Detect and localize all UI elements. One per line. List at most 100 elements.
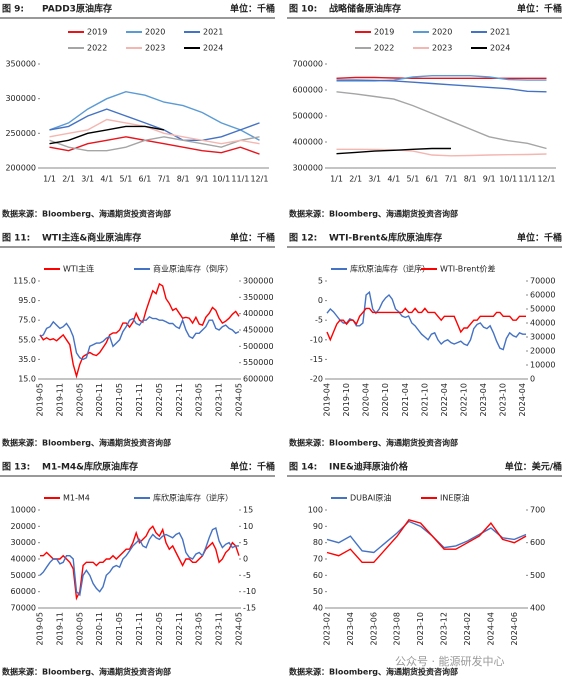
series-line [39,526,239,597]
figure-label: 图 13: [2,462,30,473]
y-tick-label: 30000 [11,538,36,547]
y-tick-label: 90 [313,522,323,531]
x-tick-label: 10/1 [499,175,517,184]
y-tick-label: 700 [530,506,545,515]
source-note: 数据来源：Bloomberg、海通期货投资咨询部 [289,209,458,219]
series-line [336,76,547,79]
x-tick-label: 10/1 [212,175,230,184]
series-line [49,136,260,152]
chart-title: M1-M4&库欣原油库存 [42,461,138,473]
y-tick-label: 40000 [11,555,36,564]
y-tick-label: 10000 [530,361,555,370]
y-tick-label: 0 [530,375,535,384]
legend-label: 2021 [490,28,510,37]
x-tick-label: 2023-02 [323,612,332,645]
x-tick-label: 2021-10 [420,383,429,416]
y-tick-label: 700000 [292,60,323,69]
series-line [336,147,451,155]
y-tick-label: 200000 [5,164,36,173]
series-line [326,307,526,342]
figure-label: 图 12: [289,233,317,244]
y-tick-label: -10 [310,335,323,344]
figure-label: 图 9: [2,4,24,15]
y-tick-label: 300000 [243,277,274,286]
y-tick-label: 10 [243,522,253,531]
y-tick-label: -20 [310,375,323,384]
x-tick-label: 2019-05 [36,612,45,645]
legend-label: WTI-Brent价差 [440,264,496,274]
series-line [336,91,547,150]
x-tick-label: 7/1 [158,175,171,184]
y-tick-label: 40000 [530,319,555,328]
x-tick-label: 5/1 [119,175,132,184]
y-tick-label: -5 [243,571,251,580]
x-tick-label: 2021-11 [135,612,144,645]
y-tick-label: 600000 [243,375,274,384]
x-tick-label: 3/1 [368,175,381,184]
y-tick-label: 80 [313,538,323,547]
source-note: 数据来源：Bloomberg、海通期货投资咨询部 [289,438,458,448]
x-tick-label: 2023-08 [393,612,402,645]
y-tick-label: 500 [530,571,545,580]
x-tick-label: 2021-11 [135,383,144,416]
y-tick-label: 0 [318,296,323,305]
y-tick-label: 450000 [243,326,274,335]
y-tick-label: 20000 [11,522,36,531]
x-tick-label: 2022-05 [155,383,164,416]
x-tick-label: 2019-05 [36,383,45,416]
x-tick-label: 2024-02 [463,612,472,645]
x-tick-label: 11/1 [518,175,536,184]
y-tick-label: 50000 [11,571,36,580]
series-line [49,136,260,155]
legend-label: 2023 [432,44,452,53]
x-tick-label: 12/1 [537,175,555,184]
series-line [326,518,527,563]
x-tick-label: 6/1 [426,175,439,184]
y-tick-label: 350000 [243,293,274,302]
unit-label: 单位：千桶 [230,232,275,244]
series-line [326,520,527,554]
y-tick-label: 15 [243,506,253,515]
y-tick-label: 600000 [292,86,323,95]
x-tick-label: 3/1 [81,175,94,184]
legend-label: 库欣原油库存（逆序） [350,264,430,274]
x-tick-label: 2023-10 [499,383,508,416]
y-tick-label: 35.0 [18,355,36,364]
y-tick-label: -5 [315,316,323,325]
legend-label: 2022 [374,44,394,53]
source-note: 数据来源：Bloomberg、海通期货投资咨询部 [2,209,171,219]
x-tick-label: 4/1 [100,175,113,184]
y-tick-label: 70000 [530,277,555,286]
legend-label: 2019 [374,28,394,37]
x-tick-label: 2023-11 [215,612,224,645]
unit-label: 单位：千桶 [230,461,275,473]
x-tick-label: 1/1 [330,175,343,184]
x-tick-label: 2024-04 [486,612,495,645]
legend-label: 库欣原油库存（逆序） [153,493,233,503]
source-note: 数据来源：Bloomberg、海通期货投资咨询部 [2,438,171,448]
y-tick-label: 60 [313,571,323,580]
y-tick-label: 5 [318,277,323,286]
x-tick-label: 2023-04 [479,383,488,416]
y-tick-label: 95.0 [18,296,36,305]
y-tick-label: 100 [308,506,323,515]
legend-label: 2020 [432,28,452,37]
series-line [336,79,547,93]
y-tick-label: 400000 [243,309,274,318]
unit-label: 单位：千桶 [230,3,275,15]
x-tick-label: 8/1 [177,175,190,184]
figure-label: 图 11: [2,233,30,244]
x-tick-label: 2023-12 [440,612,449,645]
chart-title: WTI主连&商业原油库存 [42,232,141,244]
x-tick-label: 2023-04 [346,612,355,645]
x-tick-label: 11/1 [231,175,249,184]
y-tick-label: 300000 [292,164,323,173]
y-tick-label: 30000 [530,333,555,342]
series-line [326,290,526,351]
x-tick-label: 2023-06 [369,612,378,645]
x-tick-label: 6/1 [139,175,152,184]
y-tick-label: 15.0 [18,375,36,384]
series-line [49,90,260,141]
y-tick-label: 5 [243,538,248,547]
